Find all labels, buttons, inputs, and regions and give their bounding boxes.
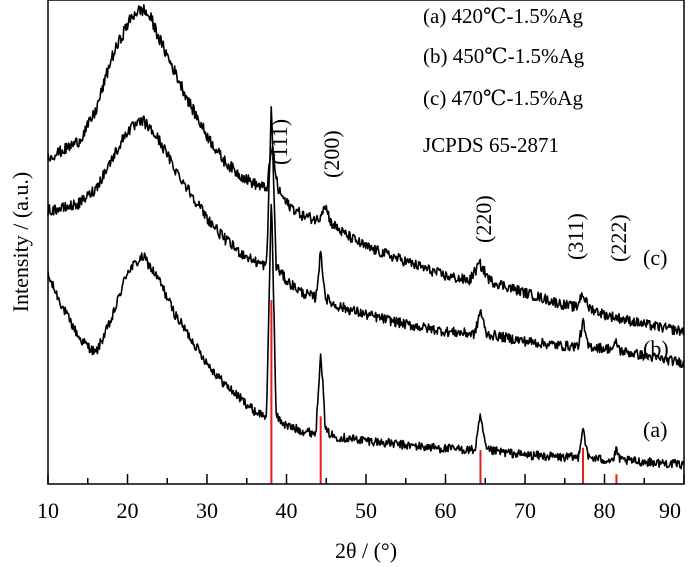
curve-labels: (a) (b) (c) [643, 245, 669, 442]
reference-peaks [270, 300, 618, 484]
peak-labels: (111) (200) (220) (311) (222) [267, 119, 631, 262]
series-line-c [47, 4, 685, 336]
series-line-b [47, 106, 685, 369]
y-axis-title: Intensity / (a.u.) [8, 172, 33, 313]
legend-entry-jcpds: JCPDS 65-2871 [423, 133, 559, 157]
peak-label-220: (220) [471, 195, 496, 243]
curve-label-c: (c) [643, 245, 667, 270]
x-tick-label: 80 [594, 498, 616, 523]
x-tick-label: 10 [37, 498, 59, 523]
peak-label-222: (222) [606, 214, 631, 262]
series-layer [47, 4, 685, 470]
x-axis: 10 20 30 40 50 60 70 80 90 [37, 474, 685, 523]
x-tick-label: 40 [276, 498, 298, 523]
x-tick-label: 70 [514, 498, 536, 523]
legend-entry-a: (a) 420℃-1.5%Ag [423, 4, 583, 28]
x-tick-label: 60 [435, 498, 457, 523]
legend-entry-c: (c) 470℃-1.5%Ag [423, 86, 583, 110]
curve-label-b: (b) [643, 336, 669, 361]
peak-label-311: (311) [563, 213, 588, 260]
x-tick-label: 20 [117, 498, 139, 523]
peak-label-111: (111) [267, 119, 292, 165]
curve-label-a: (a) [643, 417, 667, 442]
legend-entry-b: (b) 450℃-1.5%Ag [423, 44, 585, 68]
x-tick-label: 90 [659, 498, 681, 523]
x-tick-label: 30 [196, 498, 218, 523]
legend: (a) 420℃-1.5%Ag (b) 450℃-1.5%Ag (c) 470℃… [423, 4, 585, 157]
x-tick-label: 50 [355, 498, 377, 523]
series-line-a [47, 203, 685, 470]
peak-label-200: (200) [319, 130, 344, 178]
x-axis-title: 2θ / (°) [335, 538, 397, 563]
